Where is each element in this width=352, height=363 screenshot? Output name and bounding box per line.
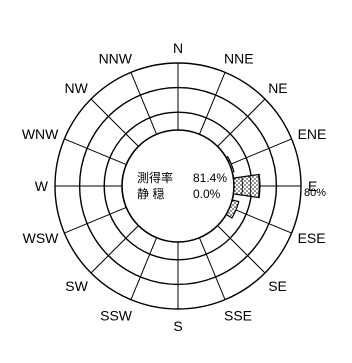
spoke-sse	[198, 237, 226, 300]
direction-labels: N NNE NE ENE E ESE SE SSE S SSW SW WSW W WNW NW NNW	[22, 40, 327, 334]
spoke-nnw	[130, 72, 158, 135]
spoke-sw	[90, 225, 139, 274]
direction-label-se: SE	[268, 278, 287, 294]
direction-label-ene: ENE	[298, 126, 327, 142]
direction-label-nnw: NNW	[99, 50, 133, 66]
capture-rate-label: 測得率	[137, 170, 173, 185]
polar-grid	[54, 62, 302, 310]
direction-label-nne: NNE	[224, 50, 254, 66]
spoke-nne	[198, 72, 226, 135]
direction-label-n: N	[173, 40, 183, 56]
direction-label-w: W	[35, 178, 49, 194]
spoke-wsw	[64, 206, 127, 234]
direction-label-e: E	[308, 178, 317, 194]
sector-division	[241, 176, 243, 196]
sector-division	[257, 174, 260, 198]
sector-ene	[225, 155, 235, 173]
spoke-ne	[217, 98, 266, 147]
scale-label: 80%	[304, 187, 326, 199]
calm-value: 0.0%	[193, 187, 221, 201]
direction-label-ssw: SSW	[100, 308, 133, 324]
spoke-ene	[229, 138, 292, 166]
direction-label-s: S	[173, 318, 182, 334]
sector-e	[232, 173, 261, 199]
direction-label-nw: NW	[64, 80, 88, 96]
calm-label: 静 穏	[137, 187, 164, 201]
sector-ese	[225, 199, 240, 219]
direction-label-ese: ESE	[298, 230, 326, 246]
sector-division	[249, 175, 252, 197]
capture-rate-value: 81.4%	[193, 171, 227, 185]
calm-circle	[121, 129, 235, 243]
spoke-nw	[90, 98, 139, 147]
spoke-wnw	[64, 138, 127, 166]
direction-label-wsw: WSW	[23, 230, 60, 246]
spoke-se	[217, 225, 266, 274]
direction-label-wnw: WNW	[22, 126, 59, 142]
spoke-ssw	[130, 237, 158, 300]
direction-label-sse: SSE	[224, 308, 252, 324]
center-box: 測得率 81.4% 静 穏 0.0%	[137, 170, 227, 201]
direction-label-ne: NE	[268, 80, 287, 96]
spoke-ese	[229, 206, 292, 234]
wind-sectors	[225, 155, 261, 219]
direction-label-sw: SW	[65, 278, 88, 294]
